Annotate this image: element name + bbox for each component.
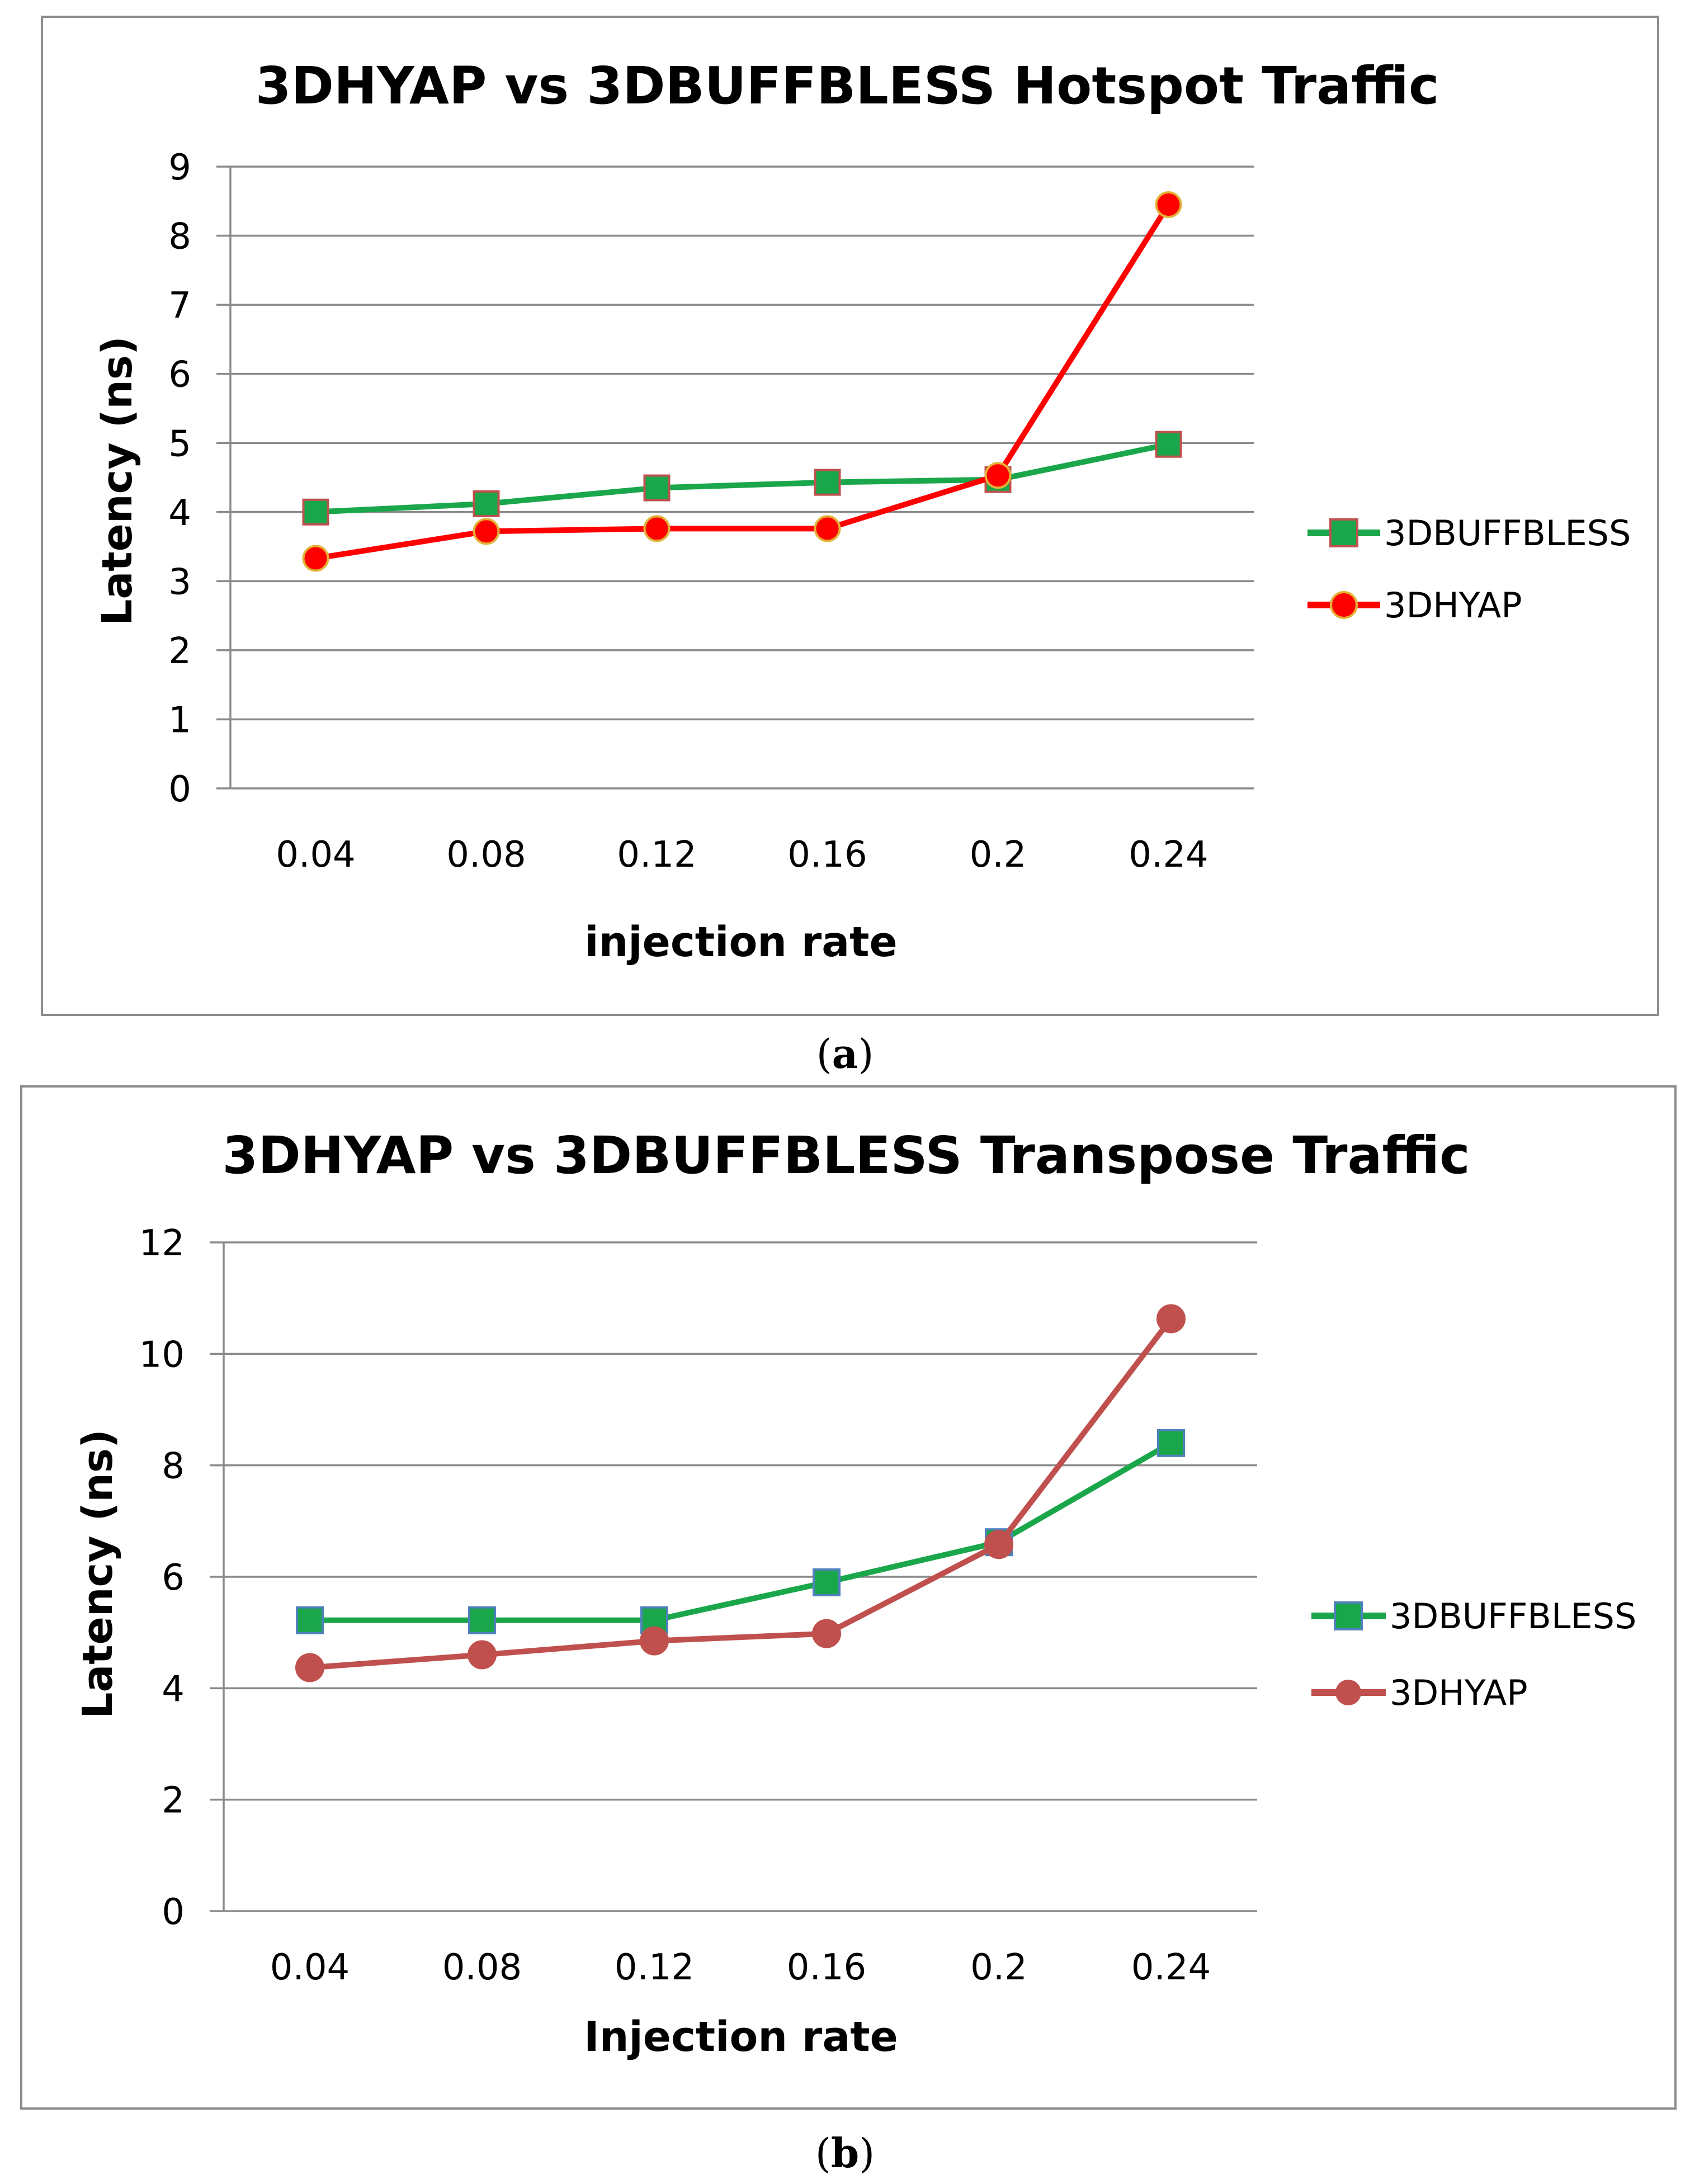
chart-b-title: 3DHYAP vs 3DBUFFBLESS Transpose Traffic — [222, 1126, 1470, 1185]
chart-b-legend-item-3dbuffbless: 3DBUFFBLESS — [1311, 1596, 1636, 1637]
chart-b-legend-label-3dbuffbless: 3DBUFFBLESS — [1390, 1596, 1636, 1637]
chart-b-series-3dhyap-point-0-12 — [640, 1626, 669, 1656]
chart-a-title: 3DHYAP vs 3DBUFFBLESS Hotspot Traffic — [256, 56, 1439, 116]
chart-a-series-3dhyap-point-0-2 — [984, 462, 1012, 489]
chart-b-x-tick-0-08: 0.08 — [442, 1947, 522, 1988]
chart-a-caption: (a) — [816, 1030, 874, 1077]
chart-b-frame — [20, 1085, 1677, 2110]
chart-a-series-3dhyap-point-0-08 — [473, 518, 500, 545]
chart-b-y-tick-12: 12 — [139, 1223, 185, 1264]
chart-a-series-3dhyap-point-0-16 — [814, 515, 841, 542]
chart-b-series-3dhyap-point-0-08 — [468, 1640, 497, 1670]
chart-a-y-tick-8: 8 — [168, 216, 191, 258]
chart-b-y-tick-0: 0 — [162, 1892, 185, 1933]
chart-a: 3DHYAP vs 3DBUFFBLESS Hotspot Traffic 0 1… — [41, 16, 1659, 1077]
chart-b-legend-label-3dhyap: 3DHYAP — [1390, 1672, 1528, 1713]
chart-b-x-axis-label: Injection rate — [584, 2013, 898, 2061]
chart-a-x-tick-0-16: 0.16 — [787, 834, 867, 876]
chart-b-series-3dhyap-point-0-16 — [812, 1619, 841, 1648]
chart-a-y-tick-4: 4 — [168, 493, 191, 534]
chart-b-y-tick-6: 6 — [162, 1557, 185, 1599]
chart-b-series-3dbuffbless-point-0-04 — [296, 1606, 324, 1634]
chart-b-y-tick-10: 10 — [139, 1334, 185, 1375]
chart-b-caption: (b) — [815, 2129, 875, 2177]
chart-a-y-tick-5: 5 — [168, 423, 191, 465]
chart-a-y-tick-9: 9 — [168, 147, 191, 188]
chart-a-y-tick-1: 1 — [168, 699, 191, 741]
chart-a-legend-item-3dbuffbless: 3DBUFFBLESS — [1307, 513, 1631, 554]
chart-b: 3DHYAP vs 3DBUFFBLESS Transpose Traffic … — [20, 1085, 1677, 2177]
chart-a-series-3dbuffbless-point-0-12 — [643, 474, 671, 502]
chart-a-x-tick-0-24: 0.24 — [1129, 834, 1209, 876]
chart-a-x-tick-0-2: 0.2 — [970, 834, 1027, 876]
chart-a-series — [302, 191, 1182, 572]
chart-a-y-tick-3: 3 — [168, 561, 191, 603]
chart-b-series-3dhyap-point-0-04 — [295, 1653, 324, 1682]
chart-b-series-3dbuffbless-point-0-24 — [1157, 1429, 1185, 1457]
chart-b-series-3dbuffbless-point-0-16 — [813, 1568, 841, 1596]
chart-a-series-3dhyap-point-0-04 — [302, 545, 329, 572]
chart-b-gridlines — [210, 1241, 1257, 1912]
chart-b-y-tick-labels: 0 2 4 6 8 10 12 — [139, 1223, 185, 1933]
chart-a-series-3dbuffbless-point-0-16 — [814, 469, 841, 496]
chart-b-x-tick-0-04: 0.04 — [270, 1947, 350, 1988]
chart-b-series-3dbuffbless-point-0-08 — [468, 1606, 496, 1634]
chart-b-series-3dhyap-point-0-2 — [984, 1530, 1013, 1559]
chart-a-legend-label-3dhyap: 3DHYAP — [1384, 585, 1522, 626]
chart-a-y-tick-7: 7 — [168, 285, 191, 327]
chart-a-series-3dbuffbless-point-0-24 — [1155, 431, 1182, 458]
chart-a-y-tick-6: 6 — [168, 354, 191, 396]
chart-b-legend: 3DBUFFBLESS 3DHYAP — [1311, 1596, 1636, 1713]
chart-b-series-3dhyap-line — [307, 1316, 1174, 1671]
chart-a-legend: 3DBUFFBLESS 3DHYAP — [1307, 513, 1631, 626]
chart-b-legend-item-3dhyap: 3DHYAP — [1311, 1672, 1528, 1713]
chart-b-legend-marker-square — [1334, 1601, 1363, 1630]
chart-a-x-tick-0-04: 0.04 — [276, 834, 356, 876]
chart-a-x-tick-labels: 0.04 0.08 0.12 0.16 0.2 0.24 — [276, 834, 1209, 876]
chart-b-y-tick-2: 2 — [162, 1780, 185, 1822]
chart-a-gridlines — [216, 166, 1254, 790]
chart-a-y-tick-labels: 0 1 2 3 4 5 6 7 8 9 — [168, 147, 191, 810]
chart-b-series — [295, 1304, 1186, 1682]
chart-b-y-axis-label: Latency (ns) — [74, 1429, 122, 1719]
chart-a-series-3dhyap-line — [313, 201, 1172, 561]
chart-a-legend-label-3dbuffbless: 3DBUFFBLESS — [1384, 513, 1631, 554]
chart-a-series-3dhyap-point-0-24 — [1155, 191, 1182, 218]
chart-a-x-tick-0-08: 0.08 — [446, 834, 526, 876]
chart-a-y-tick-0: 0 — [168, 769, 191, 810]
chart-b-y-tick-8: 8 — [162, 1446, 185, 1487]
chart-b-legend-marker-circle — [1335, 1680, 1361, 1705]
chart-a-legend-item-3dhyap: 3DHYAP — [1307, 585, 1522, 626]
chart-a-legend-marker-circle — [1330, 591, 1358, 619]
chart-b-series-3dbuffbless-line — [307, 1440, 1174, 1623]
chart-a-series-3dbuffbless-point-0-04 — [302, 498, 329, 526]
chart-a-y-axis-label: Latency (ns) — [93, 336, 141, 626]
chart-a-y-tick-2: 2 — [168, 631, 191, 672]
chart-a-series-3dbuffbless-point-0-08 — [473, 490, 500, 517]
chart-b-x-tick-labels: 0.04 0.08 0.12 0.16 0.2 0.24 — [270, 1947, 1211, 1988]
chart-a-legend-marker-square — [1329, 518, 1358, 547]
chart-b-x-tick-0-12: 0.12 — [615, 1947, 695, 1988]
chart-a-x-axis-label: injection rate — [584, 918, 897, 966]
chart-b-x-tick-0-24: 0.24 — [1131, 1947, 1211, 1988]
chart-b-series-3dhyap-point-0-24 — [1156, 1304, 1186, 1334]
chart-b-y-tick-4: 4 — [162, 1668, 185, 1710]
chart-a-x-tick-0-12: 0.12 — [617, 834, 697, 876]
chart-a-series-3dhyap-point-0-12 — [643, 515, 671, 542]
chart-a-series-3dbuffbless-line — [313, 441, 1172, 515]
chart-b-x-tick-0-2: 0.2 — [970, 1947, 1027, 1988]
chart-b-x-tick-0-16: 0.16 — [787, 1947, 867, 1988]
